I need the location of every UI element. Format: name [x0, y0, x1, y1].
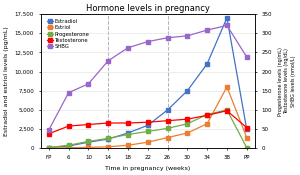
Estradiol	[47, 146, 51, 149]
Estradiol	[166, 109, 169, 111]
Progesterone	[166, 127, 169, 130]
Progesterone	[106, 137, 110, 139]
Estriol	[166, 136, 169, 139]
Estradiol	[106, 138, 110, 140]
Estradiol	[205, 63, 209, 65]
SHBG	[205, 29, 209, 31]
Testosterone	[166, 120, 169, 122]
Line: Progesterone: Progesterone	[47, 108, 248, 149]
X-axis label: Time in pregnancy (weeks): Time in pregnancy (weeks)	[105, 166, 190, 171]
SHBG	[166, 37, 169, 39]
Title: Hormone levels in pregnancy: Hormone levels in pregnancy	[86, 4, 210, 13]
Progesterone	[146, 130, 150, 132]
Testosterone	[87, 124, 90, 126]
Testosterone	[146, 121, 150, 123]
Testosterone	[225, 110, 229, 112]
Progesterone	[87, 140, 90, 142]
Testosterone	[106, 122, 110, 124]
Y-axis label: Progesterone levels (ng/mL)
Testosterone levels (ng/dL)
SHBG levels (nmol/L): Progesterone levels (ng/mL) Testosterone…	[278, 47, 296, 116]
Estradiol	[67, 145, 70, 147]
Progesterone	[47, 146, 51, 149]
Estradiol	[87, 141, 90, 143]
Line: SHBG: SHBG	[47, 24, 248, 131]
Progesterone	[225, 109, 229, 111]
SHBG	[245, 56, 248, 58]
Estriol	[87, 146, 90, 148]
Estriol	[245, 136, 248, 139]
Testosterone	[245, 127, 248, 129]
Legend: Estradiol, Estriol, Progesterone, Testosterone, SHBG: Estradiol, Estriol, Progesterone, Testos…	[46, 18, 91, 50]
Testosterone	[126, 122, 130, 124]
Estradiol	[225, 17, 229, 19]
Testosterone	[186, 118, 189, 120]
Estriol	[186, 132, 189, 134]
SHBG	[126, 47, 130, 49]
Y-axis label: Estradiol and estriol levels (pg/mL): Estradiol and estriol levels (pg/mL)	[4, 26, 9, 136]
SHBG	[186, 35, 189, 37]
SHBG	[67, 92, 70, 94]
Progesterone	[67, 144, 70, 146]
Estradiol	[126, 132, 130, 134]
Estriol	[146, 141, 150, 143]
Estradiol	[146, 124, 150, 126]
Estriol	[106, 146, 110, 148]
Line: Estriol: Estriol	[47, 85, 248, 149]
Testosterone	[205, 114, 209, 116]
Estriol	[126, 144, 130, 146]
SHBG	[106, 60, 110, 62]
Progesterone	[186, 123, 189, 125]
SHBG	[146, 41, 150, 43]
Estriol	[67, 147, 70, 149]
Estradiol	[245, 128, 248, 130]
Line: Testosterone: Testosterone	[47, 109, 248, 135]
Testosterone	[47, 133, 51, 135]
Progesterone	[245, 146, 248, 149]
SHBG	[87, 83, 90, 85]
Estriol	[225, 86, 229, 88]
Estriol	[205, 123, 209, 125]
SHBG	[47, 129, 51, 131]
Progesterone	[205, 114, 209, 116]
Progesterone	[126, 134, 130, 136]
Testosterone	[67, 125, 70, 127]
Estriol	[47, 147, 51, 149]
Estradiol	[186, 90, 189, 92]
Line: Estradiol: Estradiol	[47, 16, 248, 149]
SHBG	[225, 25, 229, 27]
